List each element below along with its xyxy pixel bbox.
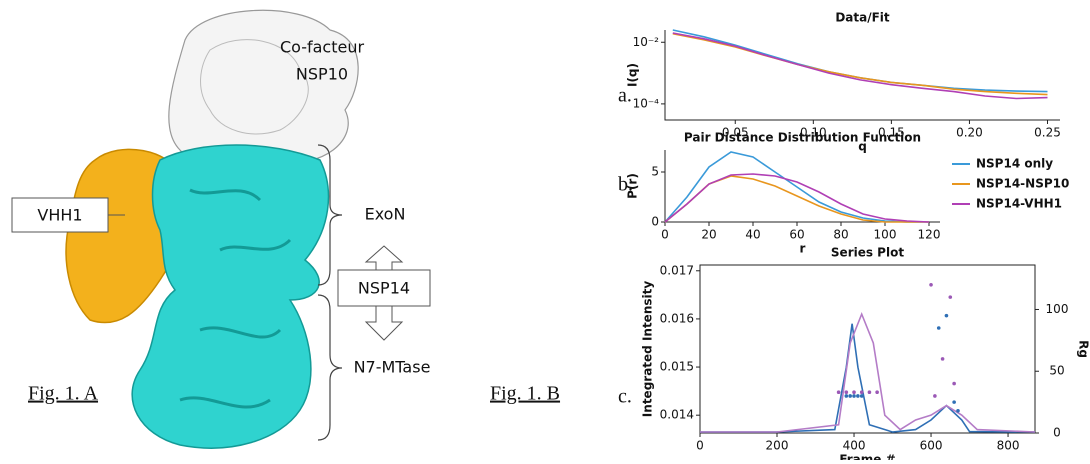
- x-tick-label: 0: [696, 439, 704, 453]
- caption-a: Fig. 1. A: [28, 383, 99, 405]
- rg-point: [845, 390, 849, 394]
- x-tick-label: 200: [766, 439, 789, 453]
- mtase-brace: [318, 295, 342, 440]
- series-line: [700, 324, 1035, 432]
- series-line: [665, 176, 929, 222]
- exon-label: ExoN: [365, 205, 406, 224]
- x-tick-label: 60: [789, 228, 804, 242]
- y-axis-label: Integrated Intensity: [641, 281, 655, 418]
- x-tick-label: 20: [701, 228, 716, 242]
- rg-point: [852, 394, 856, 398]
- rg-point: [945, 314, 949, 318]
- y-tick-label: 10⁻²: [633, 35, 660, 49]
- rg-point: [948, 295, 952, 299]
- x-tick-label: 120: [918, 228, 941, 242]
- rg-point: [837, 390, 841, 394]
- x-tick-label: 800: [997, 439, 1020, 453]
- y-tick-label: 0.014: [660, 408, 694, 422]
- rg-point: [937, 326, 941, 330]
- y-tick-label: 0: [651, 215, 659, 229]
- y-axis-label: P(r): [626, 173, 640, 199]
- rg-point: [856, 394, 860, 398]
- y-tick-label: 0.016: [660, 311, 694, 325]
- series-line: [673, 30, 1048, 92]
- vhh1-label: VHH1: [37, 206, 82, 225]
- y-tick-label: 0.015: [660, 360, 694, 374]
- y-tick-label: 0.017: [660, 263, 694, 277]
- x-axis-label: Frame #: [839, 453, 895, 461]
- rg-point: [845, 394, 849, 398]
- x-axis-label: r: [800, 242, 806, 256]
- rg-point: [868, 390, 872, 394]
- nsp10-label: NSP10: [296, 65, 348, 84]
- rg-point: [933, 394, 937, 398]
- y-tick-label: 10⁻⁴: [633, 96, 660, 110]
- y-tick-label: 5: [651, 165, 659, 179]
- x-tick-label: 600: [920, 439, 943, 453]
- arrow-down: [366, 306, 402, 340]
- x-tick-label: 0.25: [1034, 126, 1061, 140]
- rg-point: [860, 390, 864, 394]
- rg-point: [952, 400, 956, 404]
- y2-tick-label: 100: [1046, 302, 1069, 316]
- legend-label: NSP14-VHH1: [976, 197, 1062, 211]
- rg-point: [852, 390, 856, 394]
- chart-title: Pair Distance Distribution Function: [684, 131, 921, 145]
- x-tick-label: 400: [843, 439, 866, 453]
- chart-title: Data/Fit: [835, 11, 890, 25]
- rg-point: [860, 394, 864, 398]
- x-tick-label: 0.20: [956, 126, 983, 140]
- arrow-up: [366, 246, 402, 270]
- rg-point: [848, 394, 852, 398]
- panel-label: c.: [618, 386, 632, 408]
- x-tick-label: 0: [661, 228, 669, 242]
- rg-point: [952, 382, 956, 386]
- y2-tick-label: 50: [1049, 364, 1064, 378]
- series-line: [665, 174, 929, 222]
- chart-title: Series Plot: [831, 246, 904, 260]
- caption-b: Fig. 1. B: [490, 383, 560, 405]
- x-tick-label: 80: [833, 228, 848, 242]
- rg-point: [929, 283, 933, 287]
- y2-axis-label: Rg: [1077, 340, 1090, 358]
- cofactor-label: Co-facteur: [280, 38, 365, 57]
- rg-point: [956, 409, 960, 413]
- mtase-label: N7-MTase: [354, 358, 431, 377]
- y-axis-label: I(q): [626, 63, 640, 87]
- rg-point: [941, 357, 945, 361]
- x-tick-label: 40: [745, 228, 760, 242]
- legend-label: NSP14-NSP10: [976, 177, 1069, 191]
- y2-tick-label: 0: [1053, 426, 1061, 440]
- legend-label: NSP14 only: [976, 157, 1053, 171]
- rg-point: [875, 390, 879, 394]
- nsp14-label: NSP14: [358, 279, 410, 298]
- x-tick-label: 100: [874, 228, 897, 242]
- axis-frame: [700, 265, 1035, 433]
